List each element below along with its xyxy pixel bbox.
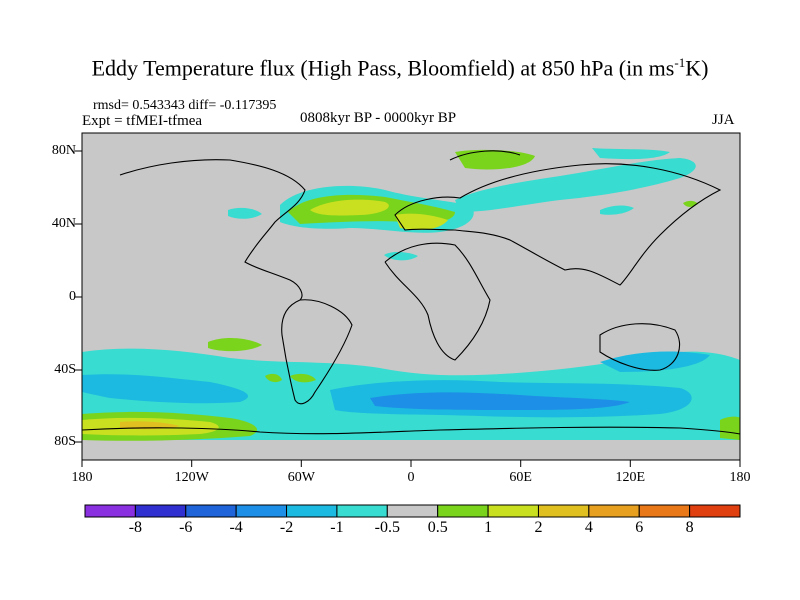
colorbar-swatch — [134, 504, 187, 518]
lon-tick-label: 60W — [287, 470, 315, 485]
map-title: Eddy Temperature flux (High Pass, Bloomf… — [91, 55, 709, 81]
lon-tick-label: 120E — [615, 470, 646, 485]
eurasia-coast — [394, 163, 722, 286]
colorbar-swatch — [235, 504, 288, 518]
colorbar-swatch — [437, 504, 489, 518]
colorbar-label: -4 — [229, 519, 243, 536]
contour-region — [370, 392, 630, 410]
colorbar-swatch — [537, 504, 590, 518]
australia-coast — [599, 323, 680, 371]
contour-region — [720, 416, 740, 440]
colorbar-label: 6 — [635, 519, 644, 536]
colorbar-label: -8 — [128, 519, 143, 536]
colorbar-label: 2 — [534, 519, 543, 536]
colorbar-swatch — [487, 504, 539, 518]
contour-field — [82, 133, 740, 460]
colorbar-label: 8 — [685, 519, 694, 536]
coastlines — [82, 150, 740, 435]
stats-label: rmsd= 0.543343 diff= -0.117395 — [93, 98, 277, 113]
axis-ticks — [75, 150, 741, 467]
colorbar-swatch — [689, 504, 741, 518]
lon-tick-label: 180 — [729, 470, 751, 485]
colorbar-swatch — [588, 504, 640, 518]
colorbar-label: 1 — [484, 519, 493, 536]
colorbar-swatch — [336, 504, 388, 518]
colorbar-label: -0.5 — [374, 519, 400, 536]
contour-region — [228, 207, 262, 219]
north-america-coast — [119, 159, 306, 301]
lat-tick-label: 40N — [51, 216, 76, 231]
contour-region — [455, 158, 696, 212]
lat-tick-label: 80S — [54, 434, 76, 449]
contour-region — [310, 199, 389, 216]
lon-tick-label: 60E — [509, 470, 532, 485]
contour-region — [384, 252, 418, 261]
contour-region — [600, 351, 710, 372]
colorbar-label: -6 — [179, 519, 193, 536]
contour-region — [82, 374, 249, 404]
lon-tick-label: 180 — [71, 470, 93, 485]
colorbar-swatch — [84, 504, 136, 518]
colorbar-swatch — [185, 504, 237, 518]
colorbar-swatch — [638, 504, 691, 518]
contour-region — [290, 373, 316, 383]
period-label: 0808kyr BP - 0000kyr BP — [300, 110, 457, 126]
season-label: JJA — [712, 112, 735, 128]
contour-region — [600, 205, 634, 215]
colorbar-label: 4 — [584, 519, 593, 536]
contour-region — [208, 338, 262, 352]
contour-region — [592, 148, 670, 160]
contour-region — [395, 213, 448, 230]
colorbar-swatch — [286, 504, 338, 518]
colorbar-label: 0.5 — [427, 519, 448, 536]
contour-region — [265, 373, 282, 383]
contour-region — [455, 149, 535, 170]
south-america-coast — [281, 299, 353, 405]
antarctica-coast — [82, 426, 740, 435]
lat-tick-label: 80N — [51, 143, 76, 158]
lon-tick-label: 0 — [407, 470, 415, 485]
colorbar-label: -1 — [330, 519, 344, 536]
lat-tick-label: 0 — [69, 289, 76, 304]
scandinavia-coast — [449, 150, 521, 161]
colorbar-label: -2 — [279, 519, 294, 536]
lon-tick-label: 120W — [174, 470, 209, 485]
colorbar-swatch — [386, 504, 439, 518]
lat-tick-label: 40S — [54, 362, 76, 377]
experiment-label: Expt = tfMEI-tfmea — [82, 113, 203, 129]
africa-coast — [384, 242, 491, 361]
colorbar — [84, 504, 741, 518]
